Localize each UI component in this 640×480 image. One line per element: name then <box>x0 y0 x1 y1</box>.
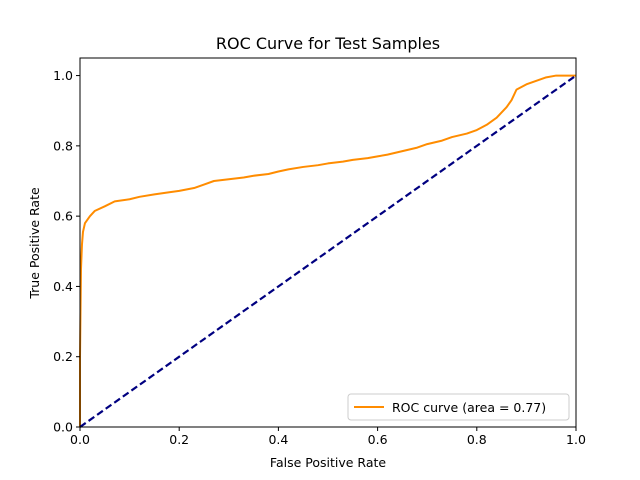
series-layer <box>79 74 577 428</box>
x-tick-label: 0.6 <box>368 432 388 447</box>
legend: ROC curve (area = 0.77) <box>347 393 570 421</box>
x-tick-label: 1.0 <box>566 432 586 447</box>
y-axis-ticks: 0.0 0.2 0.4 0.6 0.8 1.0 <box>53 68 80 435</box>
plot-frame <box>79 57 577 428</box>
y-tick-label: 0.4 <box>53 279 73 294</box>
chance-diagonal-line <box>79 74 577 428</box>
chart-title: ROC Curve for Test Samples <box>216 34 440 53</box>
y-tick-label: 0.6 <box>53 209 73 224</box>
legend-box <box>347 393 570 421</box>
y-axis-label: True Positive Rate <box>27 187 42 300</box>
y-tick-label: 0.0 <box>53 420 73 435</box>
legend-label-roc: ROC curve (area = 0.77) <box>392 400 546 415</box>
y-tick-label: 1.0 <box>53 68 73 83</box>
x-axis-label: False Positive Rate <box>270 455 386 470</box>
x-tick-label: 0.2 <box>169 432 189 447</box>
y-tick-label: 0.8 <box>53 138 73 153</box>
x-axis-ticks: 0.0 0.2 0.4 0.6 0.8 1.0 <box>70 427 586 447</box>
x-tick-label: 0.8 <box>467 432 487 447</box>
x-tick-label: 0.0 <box>70 432 90 447</box>
y-tick-label: 0.2 <box>53 349 73 364</box>
roc-curve-line <box>79 74 576 427</box>
x-tick-label: 0.4 <box>268 432 288 447</box>
